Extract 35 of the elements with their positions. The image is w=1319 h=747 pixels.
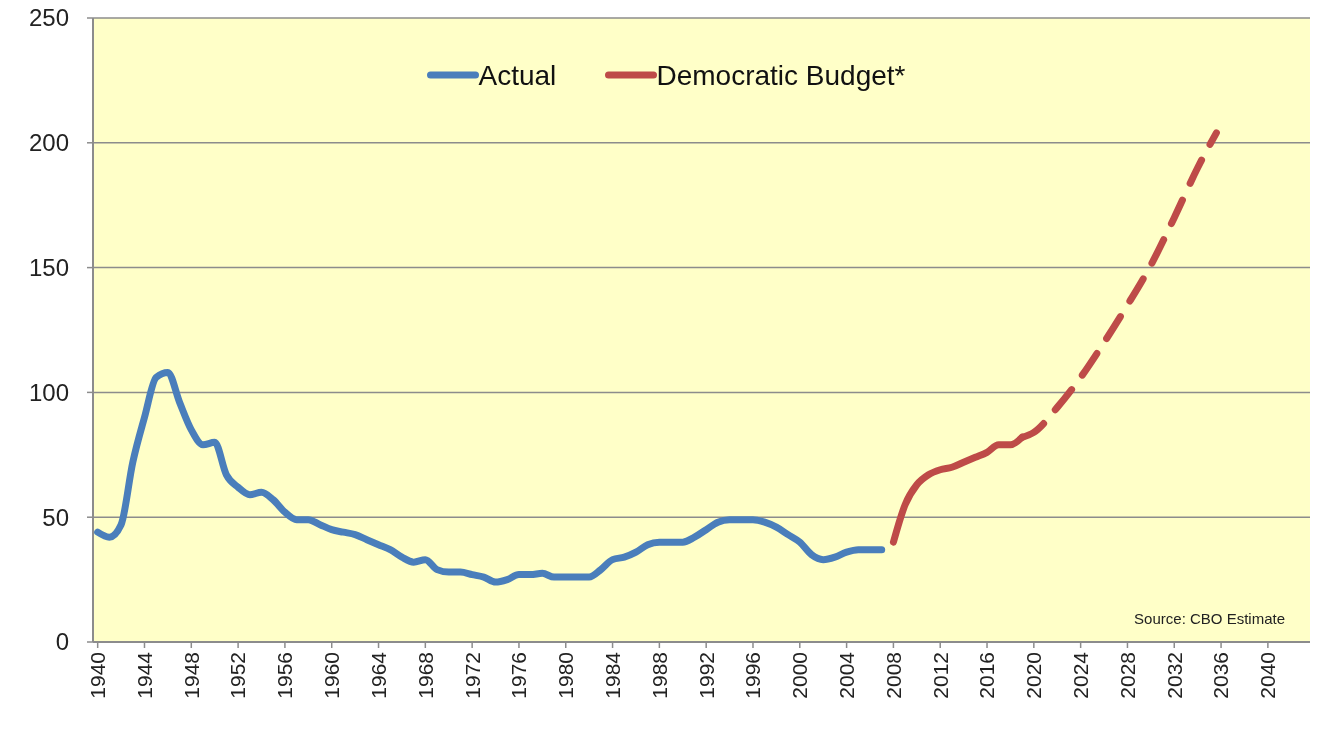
x-tick-label: 1992 xyxy=(694,652,718,699)
x-tick-label: 1948 xyxy=(179,652,203,699)
y-tick-label: 250 xyxy=(28,4,69,32)
x-tick-label: 2000 xyxy=(788,652,812,699)
x-tick-label: 1988 xyxy=(647,652,671,699)
x-tick-label: 2020 xyxy=(1022,652,1046,699)
legend-label: Democratic Budget* xyxy=(656,59,906,91)
x-tick-label: 1940 xyxy=(86,652,110,699)
y-tick-label: 100 xyxy=(28,378,69,406)
x-tick-label: 2012 xyxy=(928,652,952,699)
x-tick-label: 1976 xyxy=(507,652,531,699)
x-tick-label: 2024 xyxy=(1068,651,1092,699)
x-tick-label: 1960 xyxy=(320,652,344,699)
x-tick-label: 2036 xyxy=(1209,652,1233,699)
x-tick-label: 2040 xyxy=(1256,652,1280,699)
x-tick-label: 1972 xyxy=(460,652,484,699)
x-tick-label: 1984 xyxy=(600,651,624,699)
y-tick-label: 200 xyxy=(28,129,69,157)
x-tick-label: 2032 xyxy=(1162,652,1186,699)
x-tick-label: 2008 xyxy=(881,652,905,699)
y-tick-label: 150 xyxy=(28,254,69,281)
x-tick-label: 1956 xyxy=(273,652,297,699)
annotation: Source: CBO Estimate xyxy=(1134,610,1285,627)
x-tick-label: 1968 xyxy=(413,652,437,699)
x-tick-label: 2016 xyxy=(975,652,999,699)
x-tick-label: 2028 xyxy=(1115,652,1139,699)
x-tick-label: 1996 xyxy=(741,652,765,699)
legend-label: Actual xyxy=(478,59,557,91)
x-tick-label: 2004 xyxy=(834,651,858,699)
x-tick-label: 1944 xyxy=(132,651,156,699)
x-tick-label: 1964 xyxy=(366,651,390,699)
x-tick-label: 1980 xyxy=(554,652,578,699)
y-tick-label: 0 xyxy=(55,628,69,656)
y-tick-label: 50 xyxy=(42,503,69,531)
x-tick-label: 1952 xyxy=(226,652,250,699)
